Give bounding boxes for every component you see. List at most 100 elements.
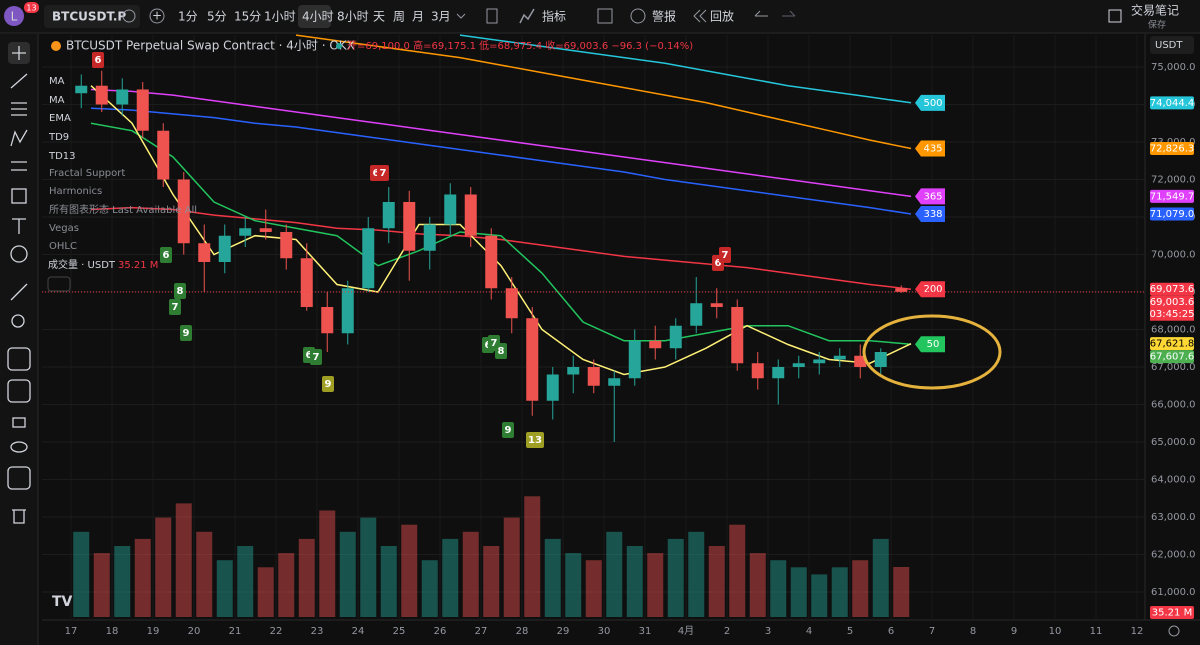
candle-body (772, 366, 785, 379)
volume-bar (626, 545, 643, 617)
candle-body (813, 359, 826, 364)
candle-body (587, 366, 600, 386)
indicator-list: MA MA EMA TD9 TD13 Fractal Support Harmonics 所有… (48, 76, 197, 252)
volume-bar (729, 524, 746, 617)
avatar-letter: L (11, 10, 18, 24)
lock-tool[interactable] (12, 417, 26, 428)
date-label: 24 (352, 626, 365, 637)
candle-body (362, 228, 375, 289)
volume-badge (1150, 606, 1194, 619)
volume-bar (606, 531, 623, 617)
alerts-button[interactable]: 警报 (652, 9, 676, 24)
pattern-tool[interactable] (10, 129, 28, 147)
td-marker: 13 (528, 435, 542, 446)
lock-drawing-tool[interactable] (7, 379, 31, 403)
price-tick-label: 70,000.0 (1151, 249, 1196, 260)
chart-type-button[interactable] (486, 8, 498, 24)
volume-bar (893, 567, 910, 617)
price-badge-label: 67,621.8 (1150, 339, 1195, 350)
ma-label: 365 (923, 191, 942, 202)
interval-button[interactable]: 1小时 (264, 10, 296, 24)
trend-line-tool[interactable] (10, 73, 28, 89)
alert-icon (630, 8, 646, 24)
currency-button[interactable] (1150, 36, 1194, 54)
date-label: 2 (724, 626, 730, 637)
save-button[interactable]: 保存 (1148, 19, 1166, 31)
indicator-name: MA (49, 95, 65, 106)
candle-body (874, 351, 887, 367)
candle-body (464, 194, 477, 236)
td-marker: 7 (491, 338, 498, 349)
symbol-search[interactable] (44, 5, 140, 28)
undo-button[interactable] (754, 10, 768, 17)
indicator-name: TD13 (48, 151, 76, 162)
price-badge-label: 74,044.4 (1150, 98, 1195, 109)
price-badge (1150, 282, 1194, 296)
magnet-tool[interactable] (7, 347, 31, 371)
indicator-name: TD9 (48, 132, 69, 143)
hide-tool[interactable] (10, 441, 28, 453)
candle-body (628, 340, 641, 379)
time-zone-button[interactable] (1168, 625, 1180, 637)
ma-label: 435 (923, 144, 942, 155)
indicator-name: EMA (49, 113, 71, 124)
indicator-name: OHLC (49, 241, 77, 252)
ma-label-bg (915, 336, 945, 353)
td-marker: 7 (313, 352, 320, 363)
date-label: 28 (516, 626, 529, 637)
price-tick-label: 68,000.0 (1151, 324, 1196, 335)
price-badge (1150, 337, 1194, 351)
candle-body (259, 228, 272, 232)
td-marker: 7 (172, 302, 179, 313)
td-marker: 6 (715, 258, 722, 269)
notes-checkbox[interactable] (1108, 9, 1122, 23)
redo-button[interactable] (782, 10, 796, 17)
cursor-tool[interactable] (12, 46, 26, 60)
interval-button[interactable]: 天 (373, 10, 385, 24)
avatar[interactable] (4, 6, 24, 26)
candle-body (321, 306, 334, 334)
compare-button[interactable] (149, 8, 165, 24)
forecast-tool[interactable] (11, 161, 27, 171)
delete-tool[interactable] (12, 509, 26, 524)
ma-label-bg (915, 281, 945, 298)
price-badge-label: 71,079.0 (1150, 209, 1195, 220)
text-tool[interactable] (12, 218, 26, 234)
fib-tool[interactable] (11, 102, 27, 116)
price-tick-label: 67,000.0 (1151, 362, 1196, 373)
interval-button[interactable]: 8小时 (337, 10, 369, 24)
replay-button[interactable]: 回放 (710, 9, 734, 24)
date-label: 18 (106, 626, 119, 637)
layout-button[interactable] (597, 8, 613, 24)
indicator-name: Harmonics (49, 186, 102, 197)
shape-tool[interactable] (11, 188, 27, 204)
candle-body (792, 363, 805, 367)
collapse-legend[interactable] (47, 276, 71, 292)
interval-button[interactable]: 月 (412, 10, 424, 24)
link-tool[interactable] (7, 466, 31, 490)
market-status (336, 43, 342, 49)
interval-button[interactable]: 1分 (178, 10, 198, 24)
volume-bar (380, 545, 397, 617)
interval-button[interactable]: 4小时 (302, 10, 334, 24)
indicators-button[interactable]: 指标 (542, 9, 566, 24)
ma-label: 50 (927, 339, 940, 350)
measure-tool[interactable] (10, 283, 28, 301)
notes-button[interactable]: 交易笔记 (1131, 3, 1179, 18)
interval-button[interactable]: 周 (393, 10, 405, 24)
volume-bar (134, 538, 151, 617)
price-badge (1150, 350, 1194, 364)
date-label: 4 (806, 626, 812, 637)
drawing-toolbar (0, 34, 38, 645)
candle-body (751, 363, 764, 379)
interval-button[interactable]: 3月 (431, 10, 451, 24)
notification-count: 13 (26, 4, 36, 13)
candle-body (239, 228, 252, 236)
td-marker-bg (322, 376, 334, 392)
interval-button[interactable]: 5分 (207, 10, 227, 24)
price-tick-label: 75,000.0 (1151, 62, 1196, 73)
zoom-tool[interactable] (11, 314, 25, 328)
emoji-tool[interactable] (10, 245, 28, 263)
interval-button[interactable]: 15分 (234, 10, 261, 24)
candle-body (198, 243, 211, 262)
